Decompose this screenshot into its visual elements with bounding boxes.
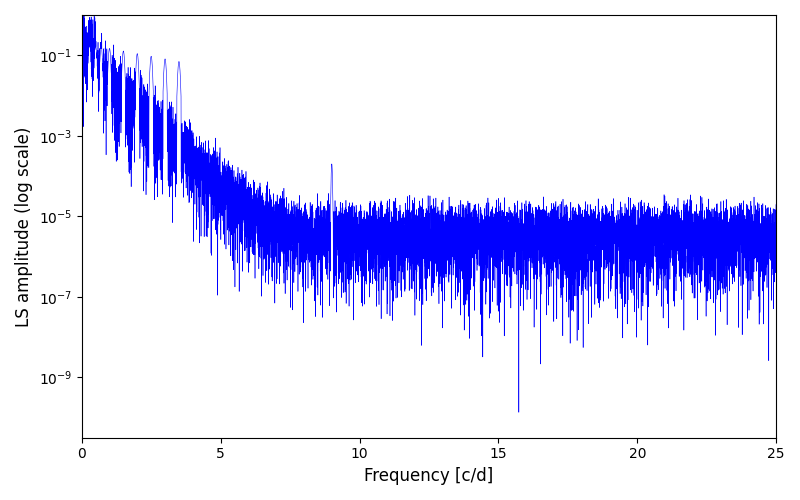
Y-axis label: LS amplitude (log scale): LS amplitude (log scale) (15, 126, 33, 326)
X-axis label: Frequency [c/d]: Frequency [c/d] (364, 467, 494, 485)
